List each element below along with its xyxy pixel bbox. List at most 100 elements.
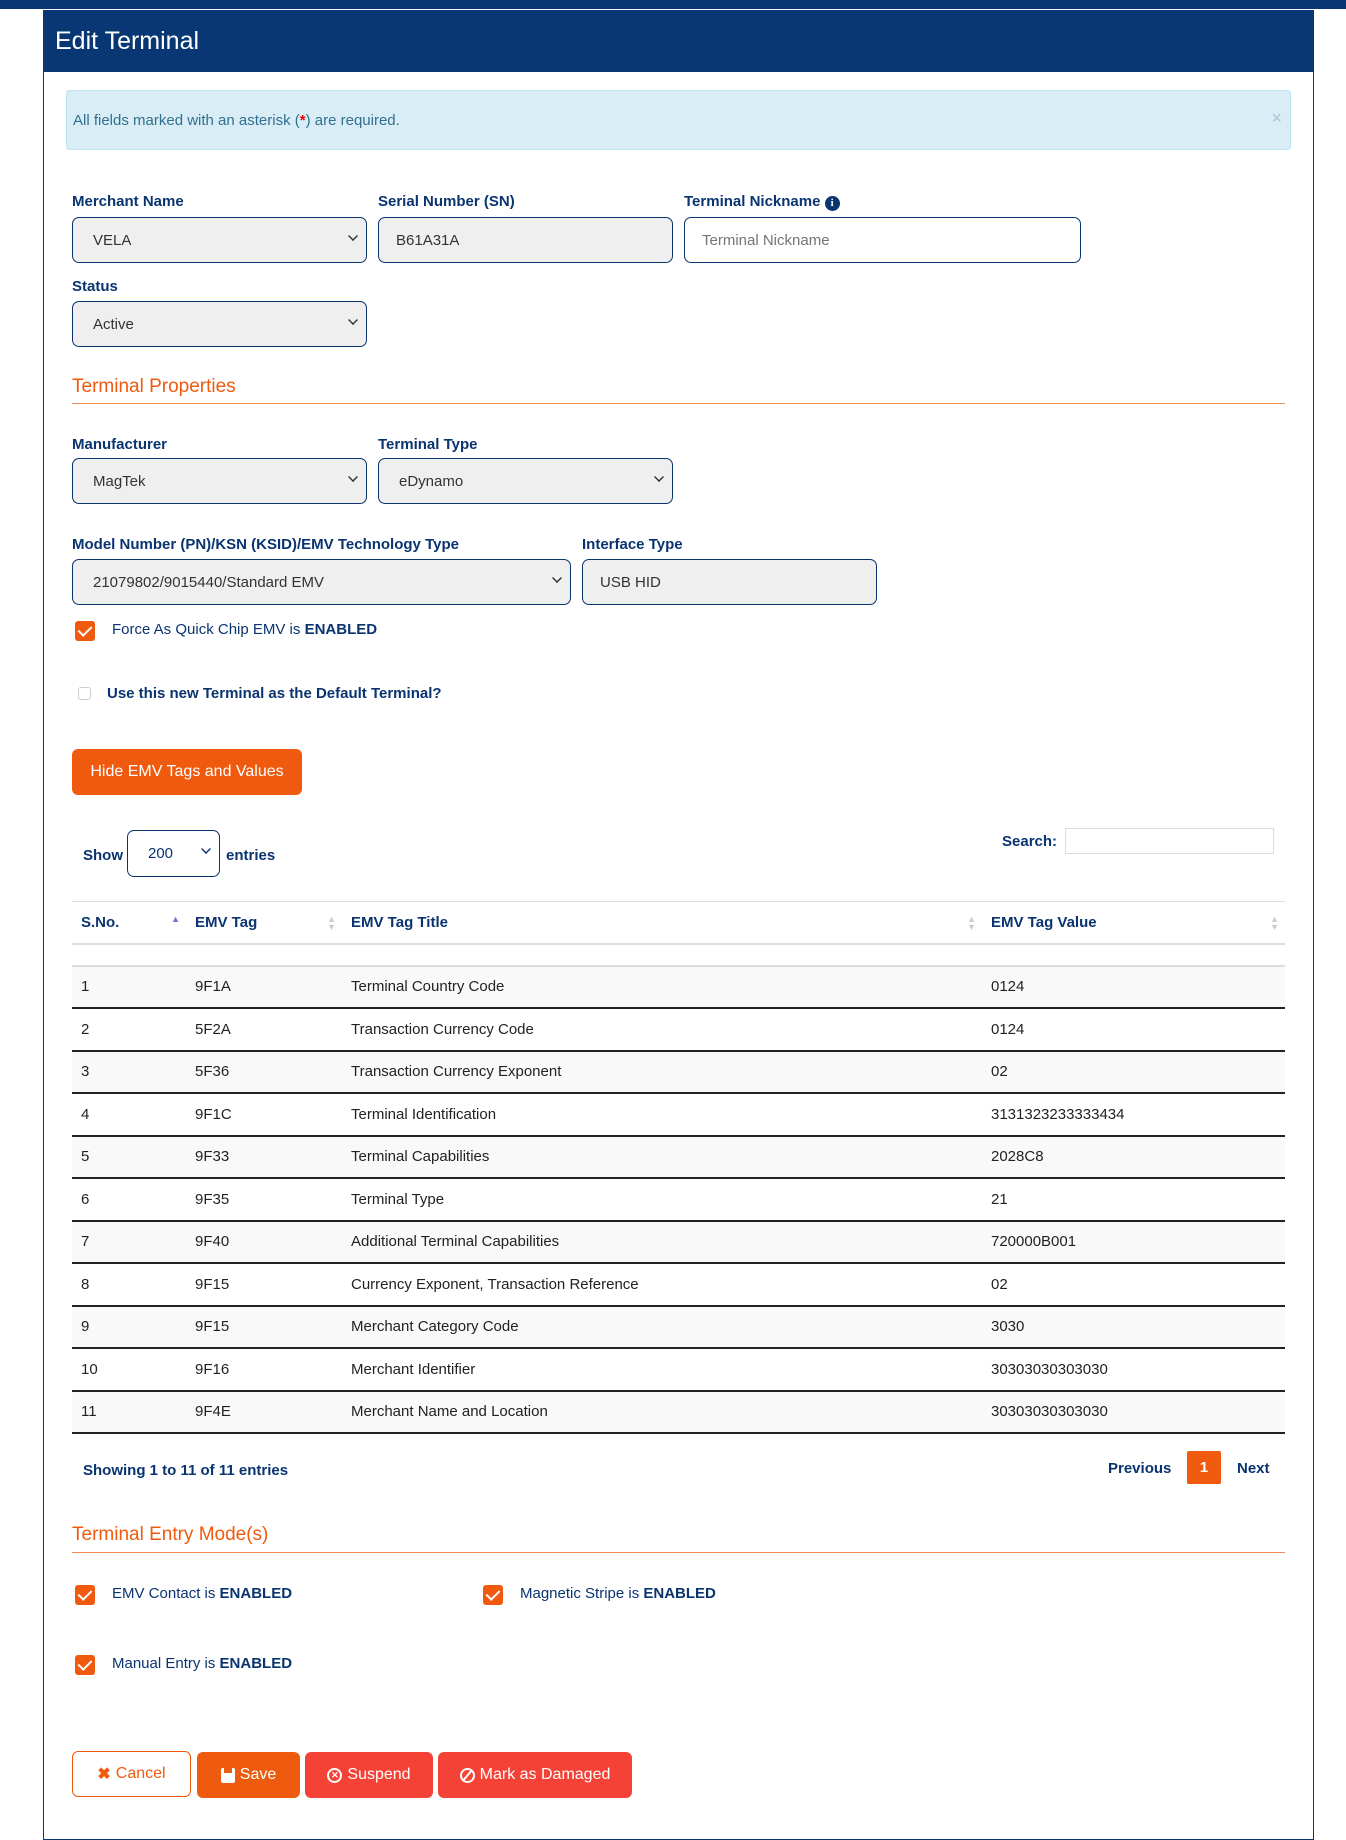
emv-tag-cell: 9F33 [186,1135,342,1179]
manual-entry-label: Manual Entry is ENABLED [112,1655,293,1672]
mark-as-damaged-button[interactable]: Mark as Damaged [438,1752,632,1798]
chevron-down-icon [654,472,664,482]
next-page-button[interactable]: Next [1237,1460,1270,1477]
close-icon[interactable]: × [1271,108,1282,128]
emv-tag-value-cell: 02 [982,1050,1285,1094]
column-sno[interactable]: S.No. ▲ [72,901,186,945]
emv-tag-title-cell: Merchant Name and Location [342,1390,982,1434]
chevron-down-icon [201,844,211,854]
table-row: 10 9F16 Merchant Identifier 30303030303030 [72,1348,1285,1392]
floppy-disk-icon [220,1767,235,1783]
emv-tag-title-cell: Terminal Identification [342,1093,982,1137]
info-circle-icon[interactable]: i [824,196,840,211]
ban-icon [459,1767,475,1783]
save-button[interactable]: Save [197,1752,300,1798]
alert-text: All fields marked with an asterisk (*) a… [73,112,400,129]
table-row: 11 9F4E Merchant Name and Location 30303030… [72,1390,1285,1434]
sno-cell: 11 [72,1390,186,1434]
magnetic-stripe-checkbox[interactable] [483,1585,503,1605]
emv-tag-value-cell: 02 [982,1263,1285,1307]
emv-tag-value-cell: 30303030303030 [982,1348,1285,1392]
divider [72,403,1285,404]
emv-tag-cell: 9F15 [186,1263,342,1307]
status-label: Status [72,278,118,295]
sort-asc-icon: ▲ [171,914,180,924]
table-row: 9 9F15 Merchant Category Code 3030 [72,1305,1285,1349]
sno-cell: 9 [72,1305,186,1349]
terminal-type-label: Terminal Type [378,436,478,453]
merchant-name-select[interactable]: VELA [72,217,367,263]
column-emv-tag-title[interactable]: EMV Tag Title ▲ ▼ [342,901,982,945]
sno-cell: 3 [72,1050,186,1094]
sno-cell: 2 [72,1008,186,1052]
table-row: 2 5F2A Transaction Currency Code 0124 [72,1008,1285,1052]
emv-tag-value-cell: 0124 [982,965,1285,1009]
model-number-select[interactable]: 21079802/9015440/Standard EMV [72,559,571,605]
sno-cell: 8 [72,1263,186,1307]
sno-cell: 4 [72,1093,186,1137]
emv-tag-title-cell: Transaction Currency Code [342,1008,982,1052]
cancel-button[interactable]: ✖ Cancel [72,1751,191,1797]
force-quick-chip-checkbox[interactable] [75,621,95,641]
emv-tags-table: S.No. ▲ EMV Tag ▲ ▼ EMV Tag Title ▲ ▼ EMV Tag… [72,901,1285,1434]
interface-type-label: Interface Type [582,536,683,553]
serial-number-label: Serial Number (SN) [378,193,515,210]
emv-tag-value-cell: 21 [982,1178,1285,1222]
page-1-button[interactable]: 1 [1187,1451,1221,1484]
search-label: Search: [1002,833,1058,850]
terminal-properties-heading: Terminal Properties [72,376,236,397]
entries-select[interactable]: 200 [127,830,220,877]
emv-tag-cell: 9F15 [186,1305,342,1349]
manufacturer-select[interactable]: MagTek [72,458,367,504]
search-input[interactable] [1065,828,1274,854]
emv-tag-title-cell: Currency Exponent, Transaction Reference [342,1263,982,1307]
model-number-label: Model Number (PN)/KSN (KSID)/EMV Technol… [72,536,459,553]
chevron-down-icon [348,231,358,241]
serial-number-field[interactable]: B61A31A [378,217,673,263]
hide-emv-tags-button[interactable]: Hide EMV Tags and Values [72,749,302,795]
emv-tag-cell: 9F16 [186,1348,342,1392]
suspend-button[interactable]: ✕ Suspend [305,1752,433,1798]
show-label: Show [83,847,123,864]
emv-tag-value-cell: 2028C8 [982,1135,1285,1179]
table-row: 4 9F1C Terminal Identification 313132323333… [72,1093,1285,1137]
default-terminal-label: Use this new Terminal as the Default Ter… [107,685,442,702]
terminal-nickname-input[interactable] [684,217,1081,263]
emv-tag-cell: 9F35 [186,1178,342,1222]
emv-tag-value-cell: 3030 [982,1305,1285,1349]
emv-tag-cell: 5F36 [186,1050,342,1094]
table-row: 7 9F40 Additional Terminal Capabilities 720… [72,1220,1285,1264]
entry-modes-heading: Terminal Entry Mode(s) [72,1524,269,1545]
column-emv-tag[interactable]: EMV Tag ▲ ▼ [186,901,342,945]
chevron-down-icon [348,472,358,482]
close-icon: ✖ [97,1766,111,1783]
sno-cell: 5 [72,1135,186,1179]
force-quick-chip-label: Force As Quick Chip EMV is ENABLED [112,621,378,638]
chevron-down-icon [552,573,562,583]
top-bar [0,0,1346,9]
emv-tag-cell: 9F40 [186,1220,342,1264]
emv-tag-value-cell: 0124 [982,1008,1285,1052]
emv-tag-value-cell: 720000B001 [982,1220,1285,1264]
default-terminal-checkbox[interactable] [78,687,91,700]
interface-type-field[interactable]: USB HID [582,559,877,605]
merchant-name-label: Merchant Name [72,193,184,210]
emv-tag-value-cell: 30303030303030 [982,1390,1285,1434]
terminal-nickname-label: Terminal Nickname i [684,193,840,211]
emv-contact-checkbox[interactable] [75,1585,95,1605]
chevron-down-icon [348,315,358,325]
previous-page-button[interactable]: Previous [1108,1460,1172,1477]
terminal-type-select[interactable]: eDynamo [378,458,673,504]
sno-cell: 6 [72,1178,186,1222]
column-emv-tag-value[interactable]: EMV Tag Value ▲ ▼ [982,901,1285,945]
page-title: Edit Terminal [43,10,1314,72]
emv-tag-title-cell: Merchant Identifier [342,1348,982,1392]
sno-cell: 7 [72,1220,186,1264]
emv-tag-title-cell: Terminal Type [342,1178,982,1222]
table-row: 6 9F35 Terminal Type 21 [72,1178,1285,1222]
emv-tag-cell: 9F1A [186,965,342,1009]
manual-entry-checkbox[interactable] [75,1655,95,1675]
emv-tag-title-cell: Terminal Country Code [342,965,982,1009]
emv-tag-cell: 5F2A [186,1008,342,1052]
status-select[interactable]: Active [72,301,367,347]
